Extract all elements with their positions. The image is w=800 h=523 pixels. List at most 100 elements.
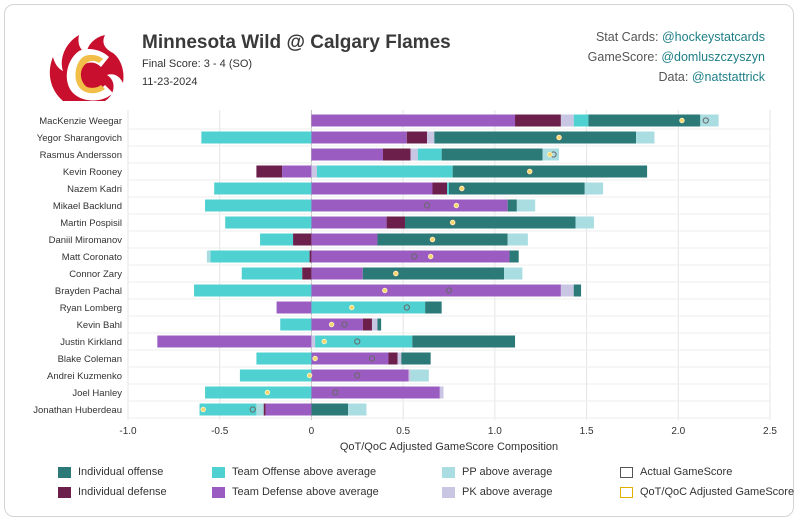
x-tick-label: 2.0 — [671, 426, 685, 437]
actual-gamescore-marker — [702, 117, 709, 124]
bar-segment-ind-def — [515, 114, 561, 127]
bar-segment-pk — [560, 114, 574, 127]
bar-segment-pp — [575, 216, 594, 229]
bar-segment-ind-def — [382, 148, 411, 161]
legend-item-team-off: Team Offense above average — [212, 466, 376, 478]
bar-segment-ind-off — [425, 301, 442, 314]
legend-item-actual: Actual GameScore — [620, 466, 732, 478]
credit-handle[interactable]: @domluszczyszyn — [661, 50, 765, 64]
actual-gamescore-marker — [403, 304, 410, 311]
credit-handle[interactable]: @hockeystatcards — [661, 30, 765, 44]
credit-gamescore: GameScore: @domluszczyszyn — [588, 47, 765, 67]
bar-segment-ind-off — [412, 335, 516, 348]
bar-segment-ind-def — [362, 318, 372, 331]
legend-label: Team Defense above average — [232, 486, 379, 498]
bar-segment-ind-off — [509, 250, 519, 263]
legend-label: PK above average — [462, 486, 553, 498]
bar-segment-team-off — [239, 369, 312, 382]
bar-segment-team-off — [205, 199, 312, 212]
player-name-label: Daniil Miromanov — [49, 235, 123, 246]
bar-segment-ind-off — [573, 284, 582, 297]
qot-gamescore-marker — [427, 253, 434, 260]
bar-segment-ind-def — [388, 352, 398, 365]
bar-segment-ind-off — [377, 318, 382, 331]
bar-segment-team-off — [205, 386, 312, 399]
bar-segment-team-off — [315, 335, 413, 348]
bar-segment-team-def — [311, 131, 407, 144]
x-tick-label: 1.5 — [580, 426, 594, 437]
x-axis-label: QoT/QoC Adjusted GameScore Composition — [340, 441, 558, 453]
bar-segment-ind-off — [441, 148, 543, 161]
bar-segment-team-def — [311, 352, 389, 365]
bar-segment-team-off — [573, 114, 589, 127]
bar-segment-ind-def — [386, 216, 405, 229]
credit-handle[interactable]: @natstattrick — [691, 70, 765, 84]
bar-segment-team-off — [256, 352, 312, 365]
actual-gamescore-marker — [354, 372, 361, 379]
bar-segment-team-off — [194, 284, 312, 297]
bar-segment-ind-off — [588, 114, 701, 127]
bar-segment-pp — [636, 131, 655, 144]
qot-gamescore-marker — [556, 134, 562, 141]
legend-item-pp: PP above average — [442, 466, 552, 478]
player-name-label: Brayden Pachal — [55, 286, 122, 297]
bar-segment-pk — [397, 352, 402, 365]
bar-segment-team-def — [311, 233, 378, 246]
bar-segment-pp — [516, 199, 536, 212]
bar-segment-team-def — [282, 165, 312, 178]
x-tick-label: -0.5 — [211, 426, 229, 437]
credit-label: Stat Cards: — [595, 30, 659, 44]
qot-gamescore-marker — [449, 219, 456, 226]
bar-segment-team-off — [225, 216, 312, 229]
legend-label: Team Offense above average — [232, 466, 377, 478]
bar-segment-ind-off — [404, 216, 576, 229]
actual-gamescore-marker — [368, 355, 376, 362]
legend-swatch — [442, 466, 455, 478]
bar-segment-pk — [408, 369, 411, 382]
legend-item-pk: PK above average — [442, 486, 553, 498]
bar-segment-pp — [507, 233, 528, 246]
bar-segment-team-off — [447, 182, 449, 195]
qot-gamescore-marker — [459, 185, 465, 192]
bar-segment-ind-off — [507, 199, 517, 212]
qot-gamescore-marker — [349, 304, 355, 311]
bar-segment-ind-off — [401, 352, 431, 365]
qot-gamescore-marker — [453, 202, 460, 209]
credit-data: Data: @natstattrick — [588, 67, 765, 87]
bar-segment-pp — [348, 403, 367, 416]
bar-segment-pp — [700, 114, 719, 127]
credits: Stat Cards: @hockeystatcards GameScore: … — [588, 27, 765, 87]
bar-segment-ind-off — [377, 233, 508, 246]
legend-swatch — [58, 466, 71, 478]
qot-gamescore-marker — [393, 270, 399, 277]
player-name-label: Jonathan Huberdeau — [33, 405, 122, 416]
player-name-label: Blake Coleman — [58, 354, 122, 365]
bar-segment-team-def — [276, 301, 312, 314]
bar-segment-team-off — [199, 403, 257, 416]
bar-segment-pp — [504, 267, 523, 280]
legend-item-team-def: Team Defense above average — [212, 486, 379, 498]
qot-gamescore-marker — [306, 372, 313, 379]
bar-segment-team-off — [210, 250, 310, 263]
bar-segment-team-def — [311, 216, 387, 229]
legend-swatch — [212, 486, 225, 498]
chart-legend: Individual offense Team Offense above ave… — [58, 466, 798, 508]
credit-label: Data: — [658, 70, 689, 84]
player-name-label: Ryan Lomberg — [60, 303, 122, 314]
bar-segment-team-off — [316, 165, 453, 178]
legend-label: Individual defense — [78, 486, 167, 498]
legend-label: PP above average — [462, 466, 553, 478]
bar-segment-team-def — [311, 318, 363, 331]
qot-gamescore-marker — [382, 287, 388, 294]
qot-gamescore-marker — [547, 151, 553, 158]
legend-label: Actual GameScore — [640, 466, 733, 478]
qot-gamescore-marker — [527, 168, 533, 175]
bar-segment-pk — [311, 165, 317, 178]
bar-segment-team-off — [311, 301, 426, 314]
bar-segment-team-def — [265, 403, 312, 416]
bar-segment-team-def — [311, 386, 440, 399]
bar-segment-pk — [560, 284, 574, 297]
bar-segment-ind-off — [452, 165, 648, 178]
bar-segment-pk — [410, 148, 418, 161]
